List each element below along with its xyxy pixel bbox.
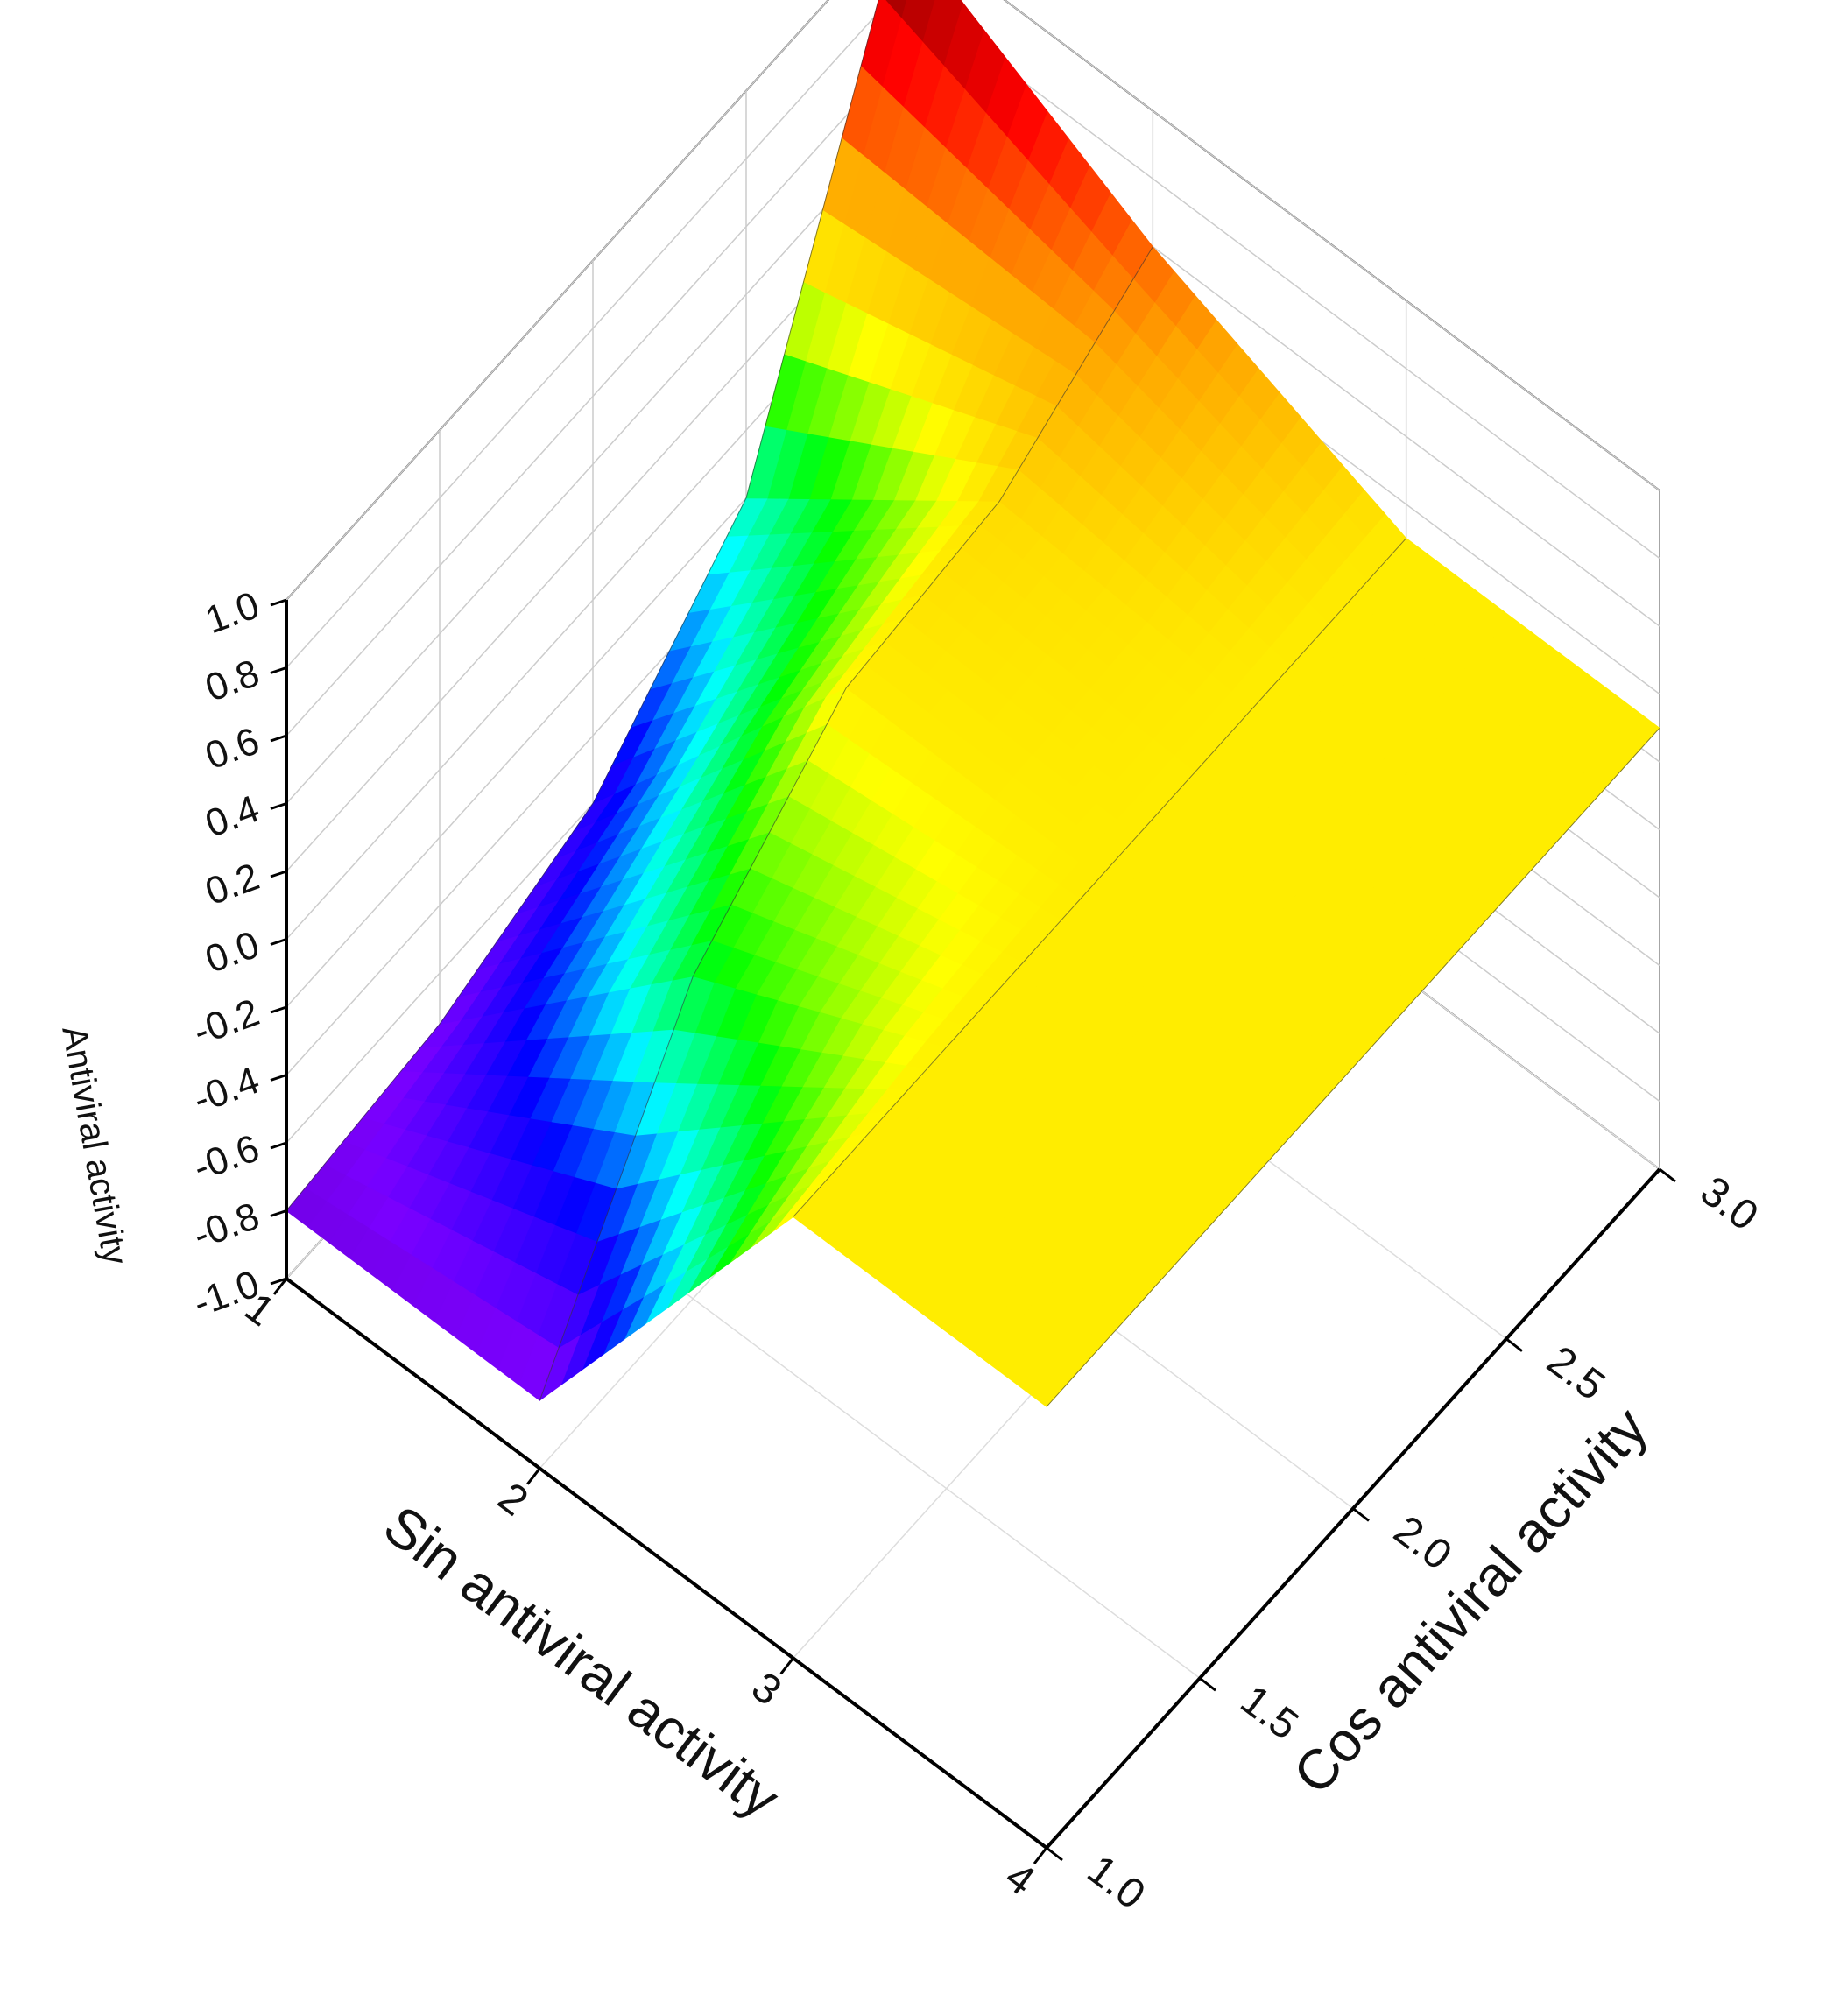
z-tick-label: -0.8 bbox=[187, 1195, 264, 1258]
y-tick-label: 1.0 bbox=[1079, 1846, 1153, 1918]
z-tick bbox=[270, 1209, 287, 1217]
x-axis-line bbox=[285, 1277, 1048, 1850]
surface-mesh-line bbox=[286, 0, 879, 1211]
y-tick bbox=[1505, 1337, 1523, 1352]
surface-mesh-line bbox=[539, 246, 1153, 1401]
z-tick bbox=[270, 802, 287, 810]
z-tick bbox=[270, 938, 287, 946]
z-tick bbox=[270, 1277, 287, 1286]
z-tick-label: 0.2 bbox=[200, 855, 264, 913]
x-tick bbox=[526, 1467, 541, 1485]
x-tick bbox=[272, 1278, 288, 1295]
y-tick bbox=[1046, 1846, 1063, 1862]
y-tick bbox=[1352, 1507, 1370, 1522]
z-tick-label: -0.4 bbox=[187, 1059, 264, 1122]
axes-layer bbox=[270, 598, 1676, 1864]
z-tick-label: 0.0 bbox=[200, 923, 264, 982]
z-tick bbox=[270, 870, 287, 878]
z-tick bbox=[270, 598, 287, 607]
z-tick bbox=[270, 1005, 287, 1014]
y-tick-label: 2.0 bbox=[1385, 1507, 1460, 1579]
z-tick bbox=[270, 666, 287, 674]
x-tick bbox=[1033, 1847, 1048, 1864]
surface-mesh-line bbox=[793, 538, 1407, 1217]
y-tick-label: 2.5 bbox=[1539, 1337, 1613, 1409]
z-tick-label: -0.6 bbox=[187, 1126, 264, 1189]
x-tick bbox=[779, 1657, 794, 1675]
z-tick bbox=[270, 1141, 287, 1150]
y-axis-title: Cos antiviral activity bbox=[1281, 1396, 1660, 1806]
y-tick-label: 3.0 bbox=[1692, 1167, 1766, 1239]
z-tick bbox=[270, 734, 287, 743]
surface-layer bbox=[286, 0, 1660, 1407]
x-axis-title: Sin antiviral activity bbox=[372, 1493, 791, 1830]
y-tick bbox=[1199, 1677, 1216, 1692]
surface-patch bbox=[885, 0, 907, 18]
z-tick-label: 0.8 bbox=[200, 652, 264, 710]
z-tick-label: -0.2 bbox=[187, 990, 264, 1054]
surface-patch bbox=[921, 0, 963, 66]
z-tick bbox=[270, 1074, 287, 1082]
z-tick-label: 0.6 bbox=[200, 719, 264, 778]
z-tick-label: 0.4 bbox=[200, 787, 264, 846]
surface-mesh-line bbox=[1046, 727, 1660, 1407]
z-tick-label: 1.0 bbox=[200, 583, 264, 642]
y-tick-label: 1.5 bbox=[1232, 1677, 1307, 1749]
surface-patch bbox=[900, 0, 935, 42]
y-tick bbox=[1659, 1167, 1676, 1183]
z-axis-title: Antiviral activity bbox=[54, 1023, 134, 1267]
